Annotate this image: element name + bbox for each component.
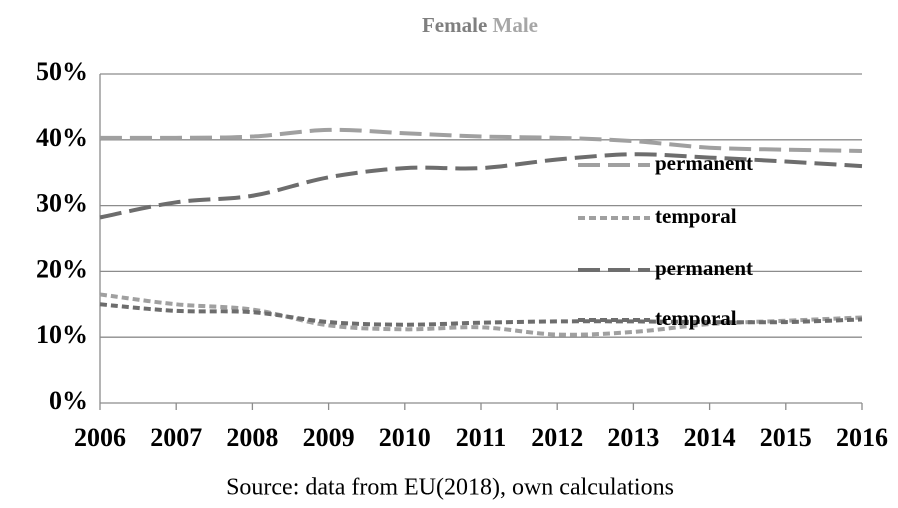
title-male: Male xyxy=(493,13,538,37)
x-tick-label: 2013 xyxy=(607,423,659,452)
y-tick-label: 40% xyxy=(36,123,88,152)
x-tick-label: 2011 xyxy=(456,423,507,452)
x-tick-label: 2016 xyxy=(836,423,888,452)
x-tick-label: 2007 xyxy=(150,423,202,452)
y-tick-label: 0% xyxy=(49,386,88,415)
title-female: Female xyxy=(422,13,487,37)
legend-label: temporal xyxy=(655,204,737,228)
legend-label: permanent xyxy=(655,256,753,280)
x-tick-label: 2009 xyxy=(303,423,355,452)
series-line xyxy=(99,152,863,220)
chart-title: Female Male xyxy=(422,13,538,37)
y-tick-label: 30% xyxy=(36,189,88,218)
x-tick-label: 2006 xyxy=(74,423,126,452)
legend-label: temporal xyxy=(655,306,737,330)
x-tick-label: 2014 xyxy=(684,423,736,452)
y-tick-label: 20% xyxy=(36,254,88,283)
source-note: Source: data from EU(2018), own calculat… xyxy=(226,475,674,501)
x-tick-label: 2015 xyxy=(760,423,812,452)
x-tick-label: 2008 xyxy=(226,423,278,452)
series-line xyxy=(99,127,863,153)
x-tick-label: 2012 xyxy=(531,423,583,452)
legend-label: permanent xyxy=(655,151,753,175)
y-tick-label: 50% xyxy=(36,57,88,86)
y-tick-label: 10% xyxy=(36,320,88,349)
series-line xyxy=(99,302,863,327)
x-tick-label: 2010 xyxy=(379,423,431,452)
series-line xyxy=(99,292,863,337)
